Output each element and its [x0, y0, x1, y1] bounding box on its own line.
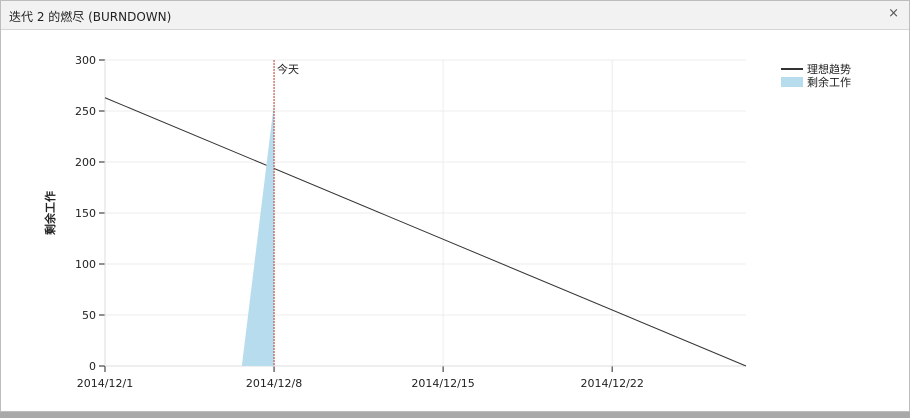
x-tick-label: 2014/12/1	[77, 377, 133, 390]
ideal-trend-line	[104, 97, 747, 367]
x-tick-label: 2014/12/15	[411, 377, 474, 390]
window-header: 迭代 2 的燃尽 (BURNDOWN) ×	[1, 1, 909, 30]
legend-label: 剩余工作	[807, 75, 851, 89]
window-title: 迭代 2 的燃尽 (BURNDOWN)	[9, 10, 172, 24]
today-label: 今天	[277, 62, 299, 76]
close-icon[interactable]: ×	[888, 6, 899, 21]
y-tick-label: 50	[82, 309, 96, 322]
x-tick-label: 2014/12/22	[580, 377, 643, 390]
y-tick-label: 150	[75, 207, 96, 220]
x-tick-label: 2014/12/8	[246, 377, 302, 390]
y-tick-label: 200	[75, 156, 96, 169]
y-tick-label: 0	[89, 360, 96, 373]
legend-area-swatch	[781, 77, 803, 87]
y-tick-label: 250	[75, 105, 96, 118]
remaining-work-area	[241, 102, 275, 366]
y-axis-label: 剩余工作	[43, 191, 57, 235]
y-tick-label: 300	[75, 54, 96, 67]
legend-label: 理想趋势	[807, 62, 851, 76]
y-tick-label: 100	[75, 258, 96, 271]
